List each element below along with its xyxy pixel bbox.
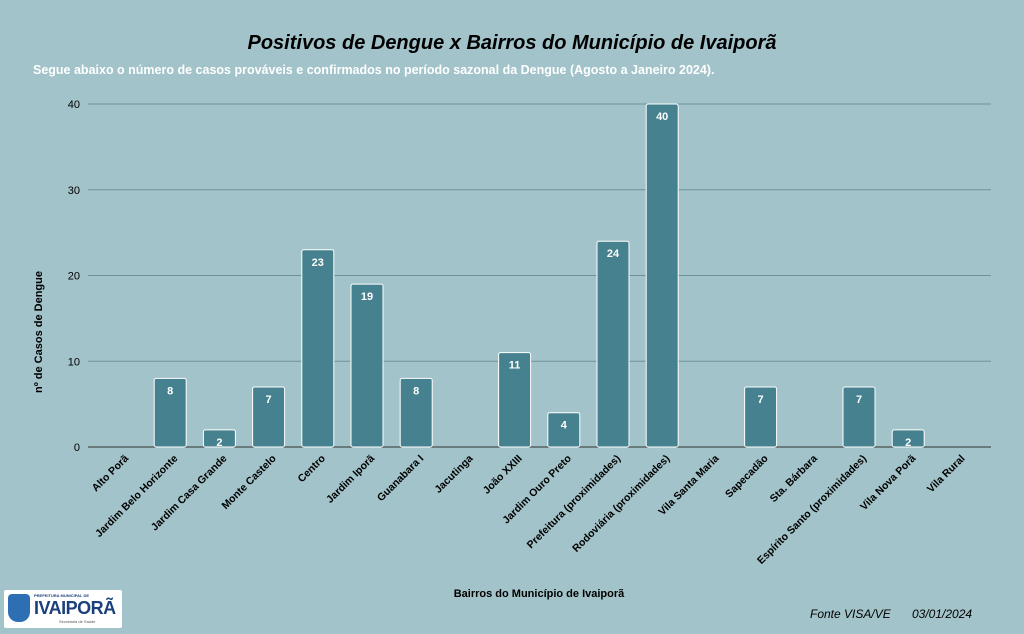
x-axis-label: Bairros do Município de Ivaiporã <box>454 588 625 600</box>
prefeitura-logo: PREFEITURA MUNICIPAL DE IVAIPORÃ Secreta… <box>4 590 122 628</box>
x-tick-label: Jardim Belo Horizonte <box>93 453 180 540</box>
x-tick-label: Espírito Santo (proximidades) <box>755 453 869 567</box>
bar <box>252 386 286 448</box>
data-label: 4 <box>561 420 568 432</box>
data-label: 8 <box>167 385 173 397</box>
bar <box>301 249 335 448</box>
bar <box>153 377 187 448</box>
x-tick-label: Guanabara I <box>375 453 426 504</box>
bar <box>891 429 925 448</box>
data-label: 7 <box>856 394 862 406</box>
data-label: 7 <box>758 394 764 406</box>
data-label: 8 <box>413 385 419 397</box>
bar <box>842 386 876 448</box>
x-tick-label: Vila Rural <box>925 453 968 496</box>
data-label: 7 <box>266 394 272 406</box>
logo-top-text: PREFEITURA MUNICIPAL DE <box>34 593 90 598</box>
bar <box>547 412 581 448</box>
data-label: 40 <box>656 111 668 123</box>
chart-subtitle: Segue abaixo o número de casos prováveis… <box>33 63 715 77</box>
y-tick-label: 40 <box>68 99 80 111</box>
bar <box>645 103 679 448</box>
y-axis-label: nº de Casos de Dengue <box>33 271 45 393</box>
y-tick-label: 30 <box>68 185 80 197</box>
data-label: 19 <box>361 291 373 303</box>
x-tick-label: João XXIII <box>481 453 525 497</box>
bar <box>350 283 384 448</box>
x-tick-label: Sta. Bárbara <box>768 453 820 505</box>
x-tick-label: Rodoviária (proximidades) <box>570 453 672 555</box>
y-tick-label: 20 <box>68 271 80 283</box>
coat-of-arms-icon <box>8 594 30 622</box>
bar <box>596 240 630 448</box>
data-label: 2 <box>216 437 222 449</box>
logo-sub: Secretaria de Saúde <box>59 619 96 624</box>
bar <box>399 377 433 448</box>
data-label: 11 <box>509 360 521 372</box>
x-tick-label: Prefeitura (proximidades) <box>525 453 623 551</box>
data-label: 24 <box>607 248 620 260</box>
date-text: 03/01/2024 <box>912 607 973 621</box>
logo-name: IVAIPORÃ <box>34 598 116 618</box>
source-text: Fonte VISA/VE <box>810 607 891 621</box>
y-tick-label: 10 <box>68 356 80 368</box>
bar <box>202 429 236 448</box>
chart-title: Positivos de Dengue x Bairros do Municíp… <box>247 32 777 54</box>
x-tick-label: Alto Porã <box>90 453 132 495</box>
x-tick-label: Sapecadão <box>723 453 771 501</box>
x-tick-label: Jardim Iporã <box>324 453 377 506</box>
bar <box>498 352 532 448</box>
bar <box>744 386 778 448</box>
data-label: 23 <box>312 257 324 269</box>
x-tick-label: Centro <box>296 453 328 485</box>
y-tick-label: 0 <box>74 442 80 454</box>
x-tick-label: Jacutinga <box>432 453 475 496</box>
data-label: 2 <box>905 437 911 449</box>
